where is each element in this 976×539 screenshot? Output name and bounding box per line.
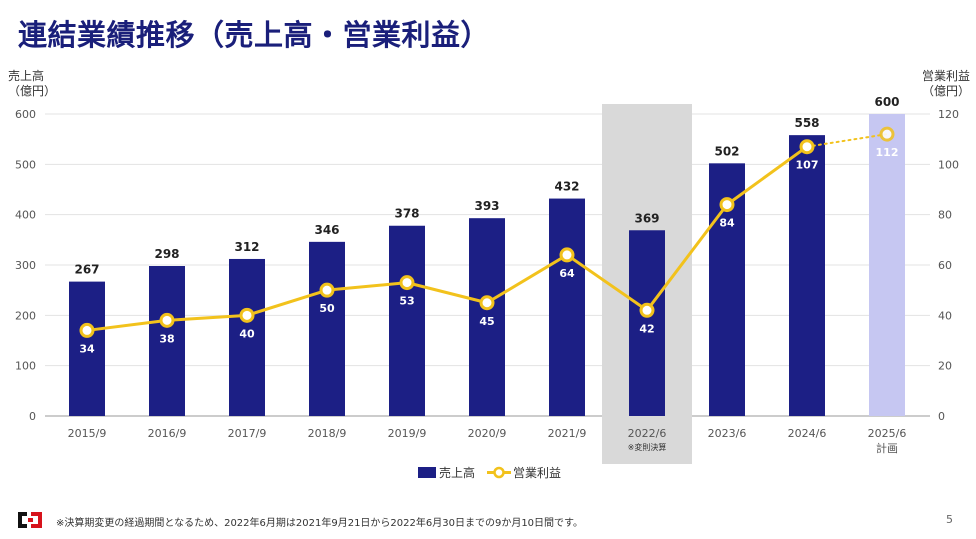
x-tick-note: ※変則決算: [628, 442, 667, 452]
right-tick-label: 100: [938, 158, 959, 171]
operating-profit-value-label: 64: [559, 267, 575, 280]
left-tick-label: 100: [15, 360, 36, 373]
revenue-bar: [549, 198, 585, 416]
revenue-bar: [309, 241, 345, 416]
left-axis-title-line1: 売上高: [8, 68, 44, 83]
right-tick-label: 20: [938, 360, 952, 373]
right-tick-label: 60: [938, 259, 952, 272]
operating-profit-value-label: 40: [239, 327, 255, 340]
operating-profit-marker: [399, 275, 415, 291]
operating-profit-marker: [319, 282, 335, 298]
page-number: 5: [946, 513, 953, 526]
operating-profit-marker: [79, 322, 95, 338]
x-tick-label: 2018/9: [308, 427, 347, 440]
legend-swatch-bar: [418, 467, 436, 478]
right-tick-label: 0: [938, 410, 945, 423]
operating-profit-marker: [239, 307, 255, 323]
operating-profit-marker: [159, 312, 175, 328]
operating-profit-value-label: 38: [159, 332, 174, 345]
x-tick-label: 2019/9: [388, 427, 427, 440]
operating-profit-value-label: 42: [639, 322, 654, 335]
operating-profit-marker: [479, 295, 495, 311]
left-tick-label: 400: [15, 209, 36, 222]
operating-profit-value-label: 112: [876, 146, 899, 159]
revenue-value-label: 267: [74, 263, 99, 277]
operating-profit-marker: [799, 139, 815, 155]
revenue-value-label: 600: [874, 95, 899, 109]
footnote: ※決算期変更の経過期間となるため、2022年6月期は2021年9月21日から20…: [56, 518, 584, 529]
x-tick-label: 2024/6: [788, 427, 827, 440]
x-tick-label: 2020/9: [468, 427, 507, 440]
right-axis-title-line2: （億円）: [922, 84, 970, 98]
data-labels: 267 298 312 346 378 393 432 369 502 558 600 34 38 40 5…: [74, 95, 899, 355]
operating-profit-value-label: 45: [479, 315, 494, 328]
revenue-bar: [469, 218, 505, 416]
x-tick-label: 2015/9: [68, 427, 107, 440]
operating-profit-line-plan: [806, 133, 888, 148]
revenue-value-label: 502: [714, 144, 739, 158]
revenue-value-label: 378: [394, 207, 419, 221]
x-tick-label: 2023/6: [708, 427, 747, 440]
operating-profit-line: [79, 126, 895, 338]
operating-profit-marker: [719, 197, 735, 213]
revenue-bar: [149, 266, 185, 416]
legend-label-revenue: 売上高: [439, 465, 475, 480]
operating-profit-marker: [879, 126, 895, 142]
left-tick-label: 0: [29, 410, 36, 423]
revenue-bar: [389, 225, 425, 416]
revenue-bar: [629, 230, 665, 416]
revenue-value-label: 298: [154, 247, 179, 261]
operating-profit-line-actual: [86, 145, 808, 332]
operating-profit-value-label: 107: [796, 159, 819, 172]
legend-swatch-marker: [493, 466, 505, 479]
operating-profit-value-label: 53: [399, 295, 414, 308]
x-tick-label: 2017/9: [228, 427, 267, 440]
revenue-bar: [69, 281, 105, 416]
revenue-value-label: 393: [474, 199, 499, 213]
revenue-bar: [869, 114, 905, 416]
revenue-bars: [69, 114, 905, 416]
left-axis-title-line2: （億円）: [8, 84, 56, 98]
company-logo: [18, 512, 42, 528]
revenue-value-label: 312: [234, 240, 259, 254]
revenue-value-label: 346: [314, 223, 339, 237]
operating-profit-value-label: 34: [79, 342, 95, 355]
right-axis-title-line1: 営業利益: [922, 69, 970, 83]
left-tick-label: 500: [15, 158, 36, 171]
x-tick-label: 2025/6: [868, 427, 907, 440]
left-tick-label: 200: [15, 309, 36, 322]
operating-profit-value-label: 50: [319, 302, 335, 315]
axes: 0 0 100 20 200 40 300 60 400 80 500 100 600 120 2015/9…: [15, 108, 959, 455]
right-tick-label: 80: [938, 209, 952, 222]
revenue-value-label: 432: [554, 180, 579, 194]
revenue-value-label: 369: [634, 211, 659, 225]
x-tick-label: 2016/9: [148, 427, 187, 440]
revenue-bar: [789, 135, 825, 416]
x-tick-label: 2022/6: [628, 427, 667, 440]
revenue-bar: [229, 258, 265, 416]
left-tick-label: 600: [15, 108, 36, 121]
x-tick-label: 2021/9: [548, 427, 587, 440]
legend: 売上高 営業利益: [418, 465, 561, 480]
legend-label-operating-profit: 営業利益: [513, 466, 561, 480]
operating-profit-marker: [559, 247, 575, 263]
right-tick-label: 120: [938, 108, 959, 121]
revenue-value-label: 558: [794, 116, 819, 130]
operating-profit-marker: [639, 302, 655, 318]
operating-profit-value-label: 84: [719, 217, 735, 230]
right-tick-label: 40: [938, 309, 952, 322]
x-tick-note: 計画: [876, 441, 898, 455]
page-title: 連結業績推移（売上高・営業利益）: [18, 18, 491, 52]
left-tick-label: 300: [15, 259, 36, 272]
